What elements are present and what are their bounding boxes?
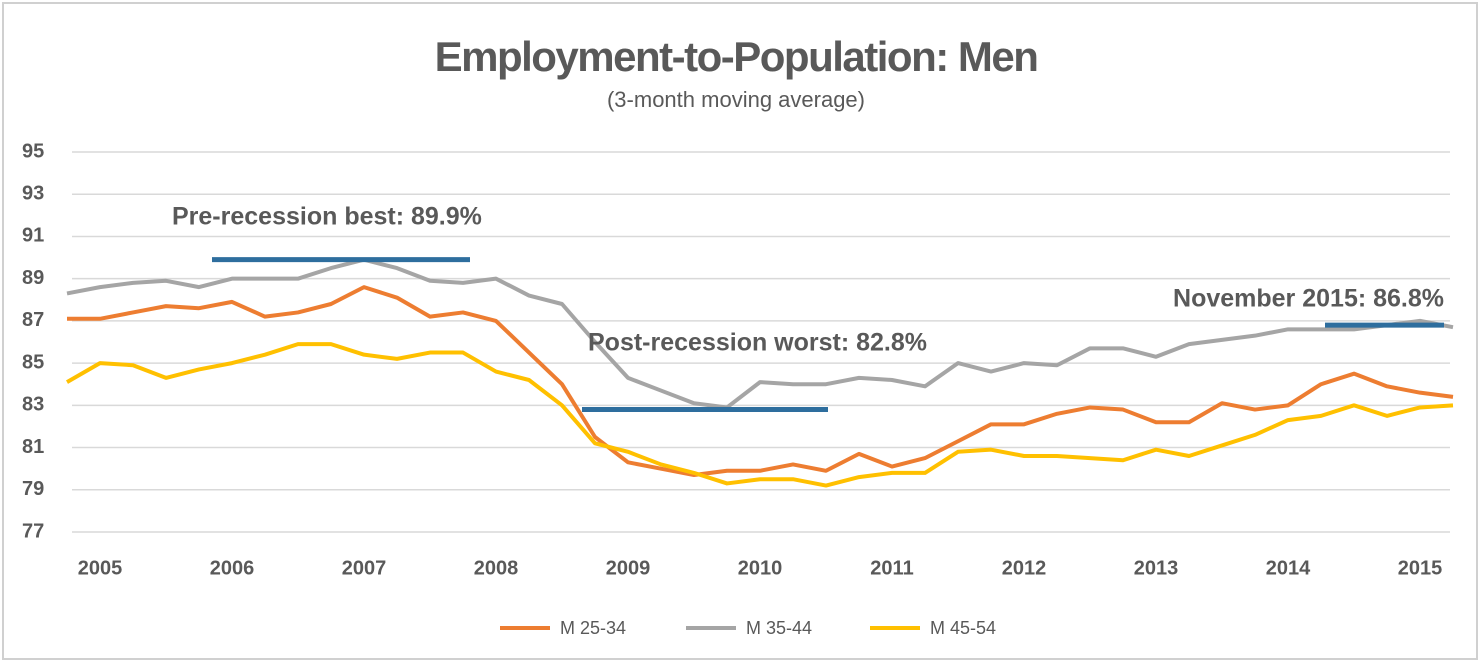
data-line: [66, 342, 1454, 488]
data-line: [66, 257, 1454, 410]
x-tick-label: 2009: [606, 557, 651, 579]
y-tick-label: 91: [22, 225, 44, 247]
annotation: Post-recession worst: 82.8%: [588, 329, 927, 357]
x-tick-label: 2014: [1266, 557, 1311, 579]
y-tick-label: 81: [22, 436, 44, 458]
y-tick-label: 85: [22, 351, 44, 373]
x-tick-label: 2008: [474, 557, 519, 579]
x-tick-label: 2007: [342, 557, 387, 579]
legend-label: M 45-54: [930, 618, 996, 638]
y-tick-label: 95: [22, 140, 44, 162]
y-tick-label: 79: [22, 478, 44, 500]
x-tick-label: 2015: [1398, 557, 1443, 579]
annotation: Pre-recession best: 89.9%: [172, 203, 482, 231]
chart-subtitle: (3-month moving average): [607, 87, 865, 112]
y-tick-label: 93: [22, 183, 44, 205]
x-tick-label: 2011: [870, 557, 913, 579]
x-tick-label: 2012: [1002, 557, 1047, 579]
x-tick-label: 2006: [210, 557, 255, 579]
y-tick-label: 89: [22, 267, 44, 289]
x-tick-label: 2010: [738, 557, 783, 579]
legend-label: M 25-34: [560, 618, 626, 638]
y-tick-label: 83: [22, 394, 44, 416]
chart-title: Employment-to-Population: Men: [435, 33, 1038, 80]
data-line: [67, 285, 1454, 477]
x-tick-label: 2005: [78, 557, 123, 579]
legend-label: M 35-44: [746, 618, 812, 638]
y-tick-label: 87: [22, 309, 44, 331]
y-tick-label: 77: [22, 520, 44, 542]
annotation: November 2015: 86.8%: [1173, 285, 1444, 313]
x-tick-label: 2013: [1134, 557, 1179, 579]
